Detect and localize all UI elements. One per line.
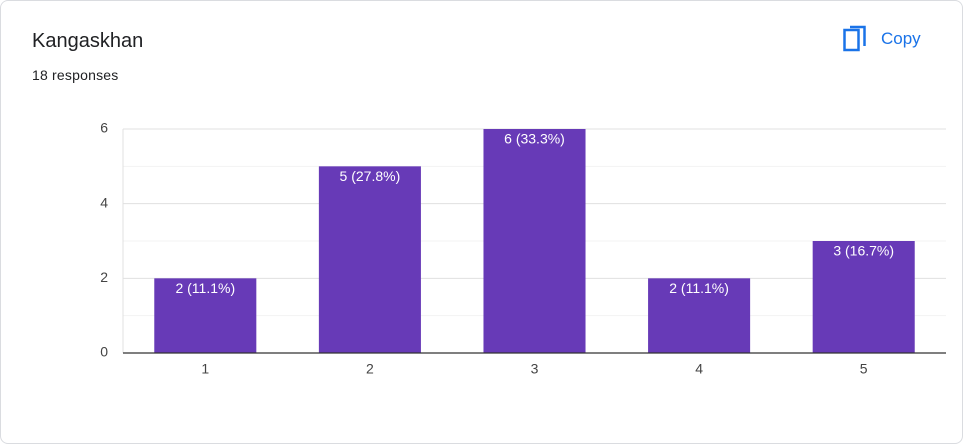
bar [648, 278, 751, 353]
data-label: 5 (27.8%) [340, 168, 401, 184]
question-title: Kangaskhan [32, 30, 144, 52]
response-count: 18 responses [32, 67, 119, 83]
bar [812, 241, 915, 353]
y-tick-label: 4 [100, 194, 108, 210]
copy-icon [843, 25, 866, 52]
y-tick-label: 0 [100, 344, 108, 360]
bar [318, 166, 421, 353]
copy-button[interactable]: Copy [843, 23, 921, 55]
y-tick-label: 6 [100, 120, 108, 136]
data-label: 2 (11.1%) [175, 280, 235, 296]
data-label: 2 (11.1%) [669, 280, 729, 296]
y-tick-label: 2 [100, 269, 108, 285]
data-label: 6 (33.3%) [504, 131, 565, 147]
data-label: 3 (16.7%) [833, 243, 894, 259]
bar [483, 129, 586, 353]
x-tick-label: 3 [531, 361, 539, 377]
x-tick-label: 5 [860, 361, 868, 377]
copy-label: Copy [881, 29, 921, 48]
x-tick-label: 2 [366, 361, 374, 377]
bar [154, 278, 257, 353]
x-tick-label: 1 [201, 361, 209, 377]
x-tick-label: 4 [695, 361, 703, 377]
